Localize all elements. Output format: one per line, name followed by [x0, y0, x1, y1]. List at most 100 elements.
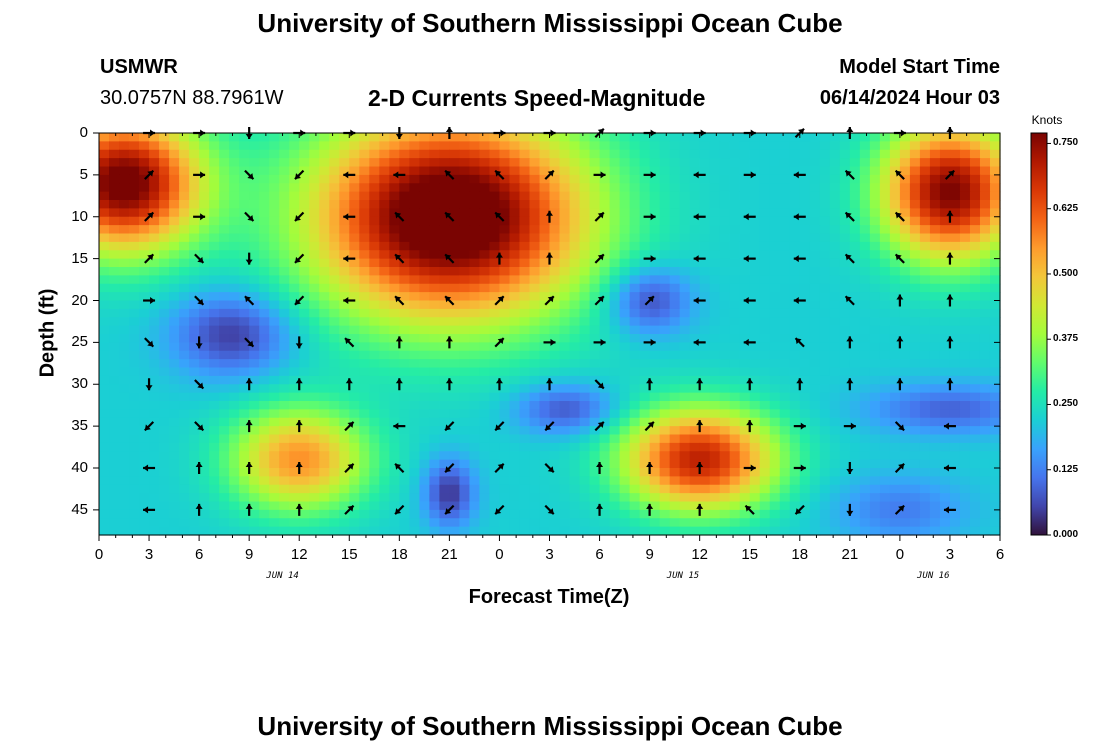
heatmap-cell	[879, 518, 891, 528]
heatmap-cell	[199, 258, 210, 268]
heatmap-cell	[99, 484, 110, 494]
heatmap-cell	[459, 258, 471, 268]
heatmap-cell	[619, 459, 631, 469]
heatmap-cell	[859, 392, 871, 402]
heatmap-cell	[359, 401, 370, 410]
heatmap-cell	[639, 426, 651, 436]
heatmap-cell	[249, 208, 260, 218]
heatmap-cell	[729, 166, 741, 176]
heatmap-cell	[299, 200, 310, 209]
heatmap-cell	[149, 334, 160, 343]
heatmap-cell	[749, 384, 761, 394]
heatmap-cell	[909, 509, 921, 519]
heatmap-cell	[709, 325, 721, 335]
heatmap-cell	[769, 325, 781, 335]
heatmap-cell	[179, 401, 190, 410]
heatmap-cell	[779, 225, 791, 235]
heatmap-cell	[389, 409, 400, 419]
heatmap-cell	[359, 384, 370, 394]
heatmap-cell	[579, 250, 591, 260]
heatmap-cell	[929, 166, 941, 176]
heatmap-cell	[989, 417, 1001, 427]
heatmap-cell	[899, 468, 911, 477]
heatmap-cell	[829, 191, 841, 201]
heatmap-cell	[509, 267, 521, 276]
heatmap-cell	[809, 166, 821, 176]
heatmap-cell	[559, 174, 571, 184]
heatmap-cell	[559, 334, 571, 343]
heatmap-cell	[569, 509, 581, 519]
heatmap-cell	[299, 141, 310, 151]
heatmap-cell	[779, 200, 791, 209]
heatmap-cell	[809, 216, 821, 226]
heatmap-cell	[589, 241, 601, 251]
heatmap-cell	[429, 250, 440, 260]
heatmap-cell	[389, 133, 400, 142]
heatmap-cell	[649, 426, 661, 436]
heatmap-cell	[979, 233, 991, 243]
heatmap-cell	[429, 133, 440, 142]
heatmap-cell	[299, 292, 310, 302]
heatmap-cell	[259, 434, 270, 444]
heatmap-cell	[309, 166, 320, 176]
heatmap-cell	[309, 283, 320, 293]
heatmap-cell	[579, 334, 591, 343]
heatmap-cell	[849, 166, 861, 176]
heatmap-cell	[819, 292, 831, 302]
heatmap-cell	[819, 367, 831, 377]
current-vector	[544, 504, 555, 515]
current-vector	[643, 255, 656, 263]
heatmap-cell	[699, 392, 711, 402]
heatmap-cell	[629, 325, 641, 335]
heatmap-cell	[909, 283, 921, 293]
heatmap-cell	[949, 384, 961, 394]
heatmap-cell	[419, 334, 430, 343]
heatmap-cell	[229, 367, 240, 377]
heatmap-cell	[249, 459, 260, 469]
current-vector	[193, 171, 206, 179]
heatmap-cell	[349, 451, 360, 461]
heatmap-cell	[269, 208, 280, 218]
heatmap-cell	[209, 200, 220, 209]
heatmap-cell	[869, 149, 881, 159]
heatmap-cell	[279, 300, 290, 310]
heatmap-cell	[119, 409, 130, 419]
heatmap-cell	[659, 133, 671, 142]
heatmap-cell	[849, 468, 861, 477]
heatmap-cell	[679, 133, 691, 142]
heatmap-cell	[979, 509, 991, 519]
heatmap-cell	[329, 233, 340, 243]
heatmap-cell	[219, 208, 230, 218]
heatmap-cell	[179, 417, 190, 427]
heatmap-cell	[359, 409, 370, 419]
heatmap-cell	[379, 350, 390, 360]
heatmap-cell	[359, 392, 370, 402]
heatmap-cell	[559, 375, 571, 385]
heatmap-cell	[789, 476, 801, 486]
heatmap-cell	[449, 468, 460, 477]
heatmap-cell	[679, 384, 691, 394]
heatmap-cell	[129, 283, 140, 293]
heatmap-cell	[399, 476, 410, 486]
heatmap-cell	[499, 292, 511, 302]
heatmap-cell	[299, 317, 310, 327]
heatmap-cell	[929, 233, 941, 243]
heatmap-cell	[809, 158, 821, 168]
heatmap-cell	[249, 308, 260, 318]
heatmap-cell	[439, 476, 450, 486]
heatmap-cell	[509, 334, 521, 343]
heatmap-cell	[239, 484, 250, 494]
heatmap-cell	[709, 241, 721, 251]
heatmap-cell	[919, 216, 931, 226]
heatmap-cell	[149, 434, 160, 444]
heatmap-cell	[139, 183, 150, 193]
heatmap-cell	[809, 342, 821, 352]
heatmap-cell	[219, 292, 230, 302]
heatmap-cell	[149, 375, 160, 385]
heatmap-cell	[859, 200, 871, 209]
heatmap-cell	[939, 409, 951, 419]
heatmap-cell	[649, 166, 661, 176]
heatmap-cell	[909, 317, 921, 327]
x-tick-label: 3	[144, 546, 154, 563]
heatmap-cell	[499, 375, 511, 385]
